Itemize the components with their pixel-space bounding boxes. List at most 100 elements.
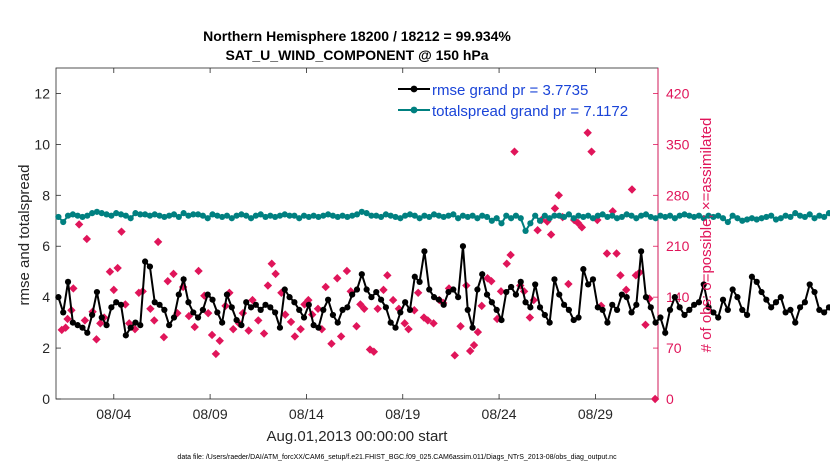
obs-count-marker [146,304,155,313]
rmse-point [686,306,693,313]
totalspread-point [565,211,573,218]
rmse-point [132,319,139,326]
rmse-point [122,332,129,339]
rmse-point [662,329,669,336]
totalspread-point [127,215,134,222]
rmse-point [512,291,520,298]
totalspread-point [734,215,741,222]
totalspread-point [532,212,539,219]
rmse-point [479,271,486,278]
totalspread-point [512,212,520,219]
rmse-point [609,301,616,308]
totalspread-point [758,215,765,222]
totalspread-point [782,212,789,219]
rmse-point [377,296,385,303]
totalspread-point [811,215,818,222]
y-axis-label-right: # of obs: o=possible; ×=assimilated [698,118,715,353]
rmse-point [363,286,370,293]
totalspread-point [60,218,67,226]
rmse-point [69,319,76,326]
totalspread-point [204,215,211,222]
rmse-point [715,314,722,321]
obs-count-marker [352,322,361,331]
rmse-point [623,294,630,301]
obs-count-marker [229,324,238,334]
rmse-point [657,314,664,321]
rmse-point [127,324,134,331]
totalspread-point [132,210,139,217]
totalspread-point [93,208,101,215]
rmse-point [286,294,293,301]
obs-count-marker [477,301,486,311]
obs-count-marker [327,339,336,348]
totalspread-point [368,212,375,219]
rmse-point [74,322,81,329]
totalspread-point [305,213,312,221]
totalspread-point [291,212,298,219]
rmse-point [257,306,264,313]
rmse-point [556,291,563,298]
totalspread-point [296,215,303,222]
totalspread-point [382,211,389,218]
rmse-point [411,273,418,280]
legend: rmse grand pr = 3.7735 totalspread grand… [398,82,628,120]
totalspread-point [358,208,365,215]
obs-count-marker [369,347,379,356]
rmse-point [228,304,235,311]
obs-count-marker [169,269,178,279]
rmse-point [724,306,731,313]
obs-count-marker [267,259,276,268]
rmse-point [498,316,505,324]
totalspread-point [64,212,72,219]
x-tick-label: 08/29 [578,406,613,422]
totalspread-point [161,213,168,221]
totalspread-point [339,212,346,219]
totalspread-point [103,211,110,218]
totalspread-point [243,212,250,219]
rmse-point [315,324,322,331]
totalspread-point [440,213,447,221]
obs-count-marker [96,319,105,328]
obs-count-marker [525,313,535,322]
obs-count-marker [469,340,479,350]
totalspread-point [377,213,385,221]
totalspread-point [695,212,703,219]
rmse-point [734,294,741,301]
rmse-point [108,304,115,311]
obs-count-marker [69,284,78,293]
rmse-point [300,314,308,321]
totalspread-point [560,213,568,221]
totalspread-point [151,211,158,218]
totalspread-point [676,212,683,219]
obs-count-marker [465,346,475,356]
totalspread-point [522,227,529,235]
rmse-point [262,301,269,308]
rmse-point [541,311,548,319]
rmse-point [358,271,365,278]
totalspread-point [122,212,129,219]
rmse-point [739,306,746,313]
rmse-point [373,288,380,296]
obs-count-marker [641,320,650,329]
rmse-point [397,309,404,316]
rmse-point [223,291,231,298]
totalspread-point [459,212,467,219]
rmse-point [642,294,650,301]
rmse-point [565,306,573,313]
obs-count-marker [259,329,269,338]
totalspread-point [575,212,582,219]
rmse-point [368,294,375,301]
x-tick-label: 08/09 [193,406,228,422]
totalspread-point [816,212,823,219]
obs-count-marker [263,281,273,290]
rmse-point [166,322,173,329]
obs-count-marker [286,317,296,327]
totalspread-point [166,212,173,219]
rmse-point [440,301,447,308]
rmse-point [180,276,187,283]
rmse-point [821,309,828,316]
totalspread-point [219,213,226,221]
totalspread-point [267,212,274,219]
totalspread-point [117,211,125,218]
rmse-point [151,299,158,306]
